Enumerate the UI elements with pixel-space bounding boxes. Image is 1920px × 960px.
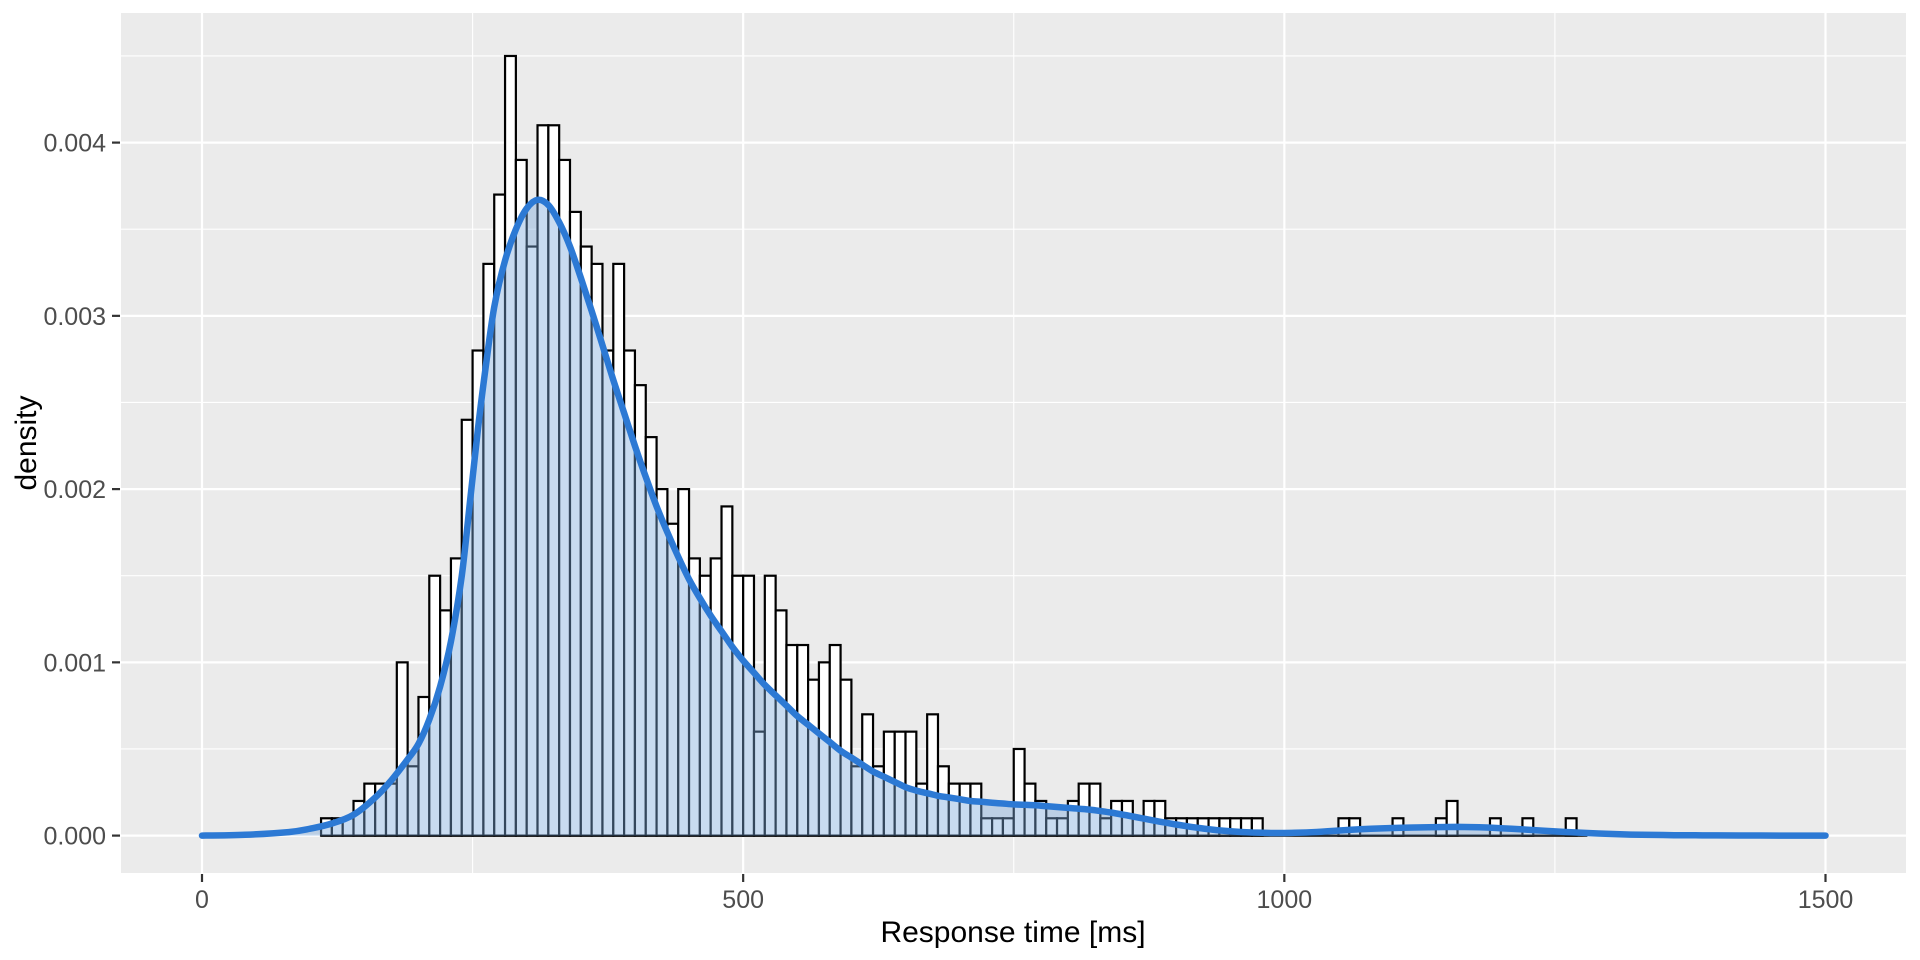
axis-ticks bbox=[112, 141, 1827, 882]
x-axis-title: Response time [ms] bbox=[880, 916, 1145, 949]
y-axis-title: density bbox=[10, 395, 43, 490]
density-fill-area bbox=[202, 199, 1826, 836]
y-tick-label: 0.002 bbox=[43, 476, 106, 504]
density-layer bbox=[198, 196, 1829, 839]
y-tick-label: 0.003 bbox=[43, 303, 106, 331]
y-tick-label: 0.000 bbox=[43, 823, 106, 851]
y-tick-label: 0.004 bbox=[43, 130, 106, 158]
density-curve bbox=[198, 196, 1829, 839]
x-tick-label: 0 bbox=[195, 886, 209, 914]
axis-tick-labels: 0 500 1000 1500 0.000 0.001 0.002 0.003 0.004 bbox=[43, 130, 1853, 914]
x-tick-label: 500 bbox=[722, 886, 764, 914]
x-tick-label: 1000 bbox=[1257, 886, 1313, 914]
x-tick-label: 1500 bbox=[1798, 886, 1854, 914]
y-tick-label: 0.001 bbox=[43, 649, 106, 677]
